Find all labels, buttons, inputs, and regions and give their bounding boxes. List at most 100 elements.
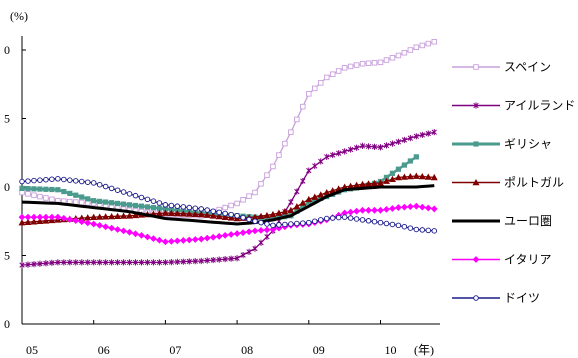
data-point xyxy=(401,223,408,230)
data-point xyxy=(31,186,37,192)
data-point xyxy=(317,80,324,86)
data-point xyxy=(329,187,337,194)
x-unit-label: (年) xyxy=(414,343,434,357)
data-point xyxy=(288,198,294,206)
data-point xyxy=(90,220,98,228)
series-4 xyxy=(21,184,435,226)
data-point xyxy=(174,258,180,265)
data-point xyxy=(312,85,318,92)
data-point xyxy=(305,195,313,203)
data-point xyxy=(359,180,367,188)
data-point xyxy=(264,233,270,240)
data-point xyxy=(192,205,199,211)
data-point xyxy=(49,186,55,193)
data-point xyxy=(222,204,228,211)
data-point xyxy=(353,144,360,151)
data-point xyxy=(257,212,265,220)
data-point xyxy=(209,233,217,241)
data-point xyxy=(300,103,306,110)
legend-marker xyxy=(472,179,480,186)
data-point xyxy=(407,47,414,53)
data-point xyxy=(144,233,151,241)
data-point xyxy=(418,172,426,180)
data-point xyxy=(383,205,390,213)
data-point xyxy=(382,177,390,184)
data-point xyxy=(120,212,128,219)
legend-marker xyxy=(473,102,479,109)
data-point xyxy=(61,188,67,195)
data-point xyxy=(258,239,264,246)
data-point xyxy=(418,203,426,211)
data-point xyxy=(162,259,169,266)
data-point xyxy=(25,191,31,197)
data-point xyxy=(25,178,31,184)
data-point xyxy=(341,148,348,155)
legend-item: ポルトガル xyxy=(452,176,564,190)
data-point xyxy=(252,189,258,196)
data-point xyxy=(240,197,246,203)
data-point xyxy=(324,153,330,160)
data-point xyxy=(43,176,49,183)
data-point xyxy=(168,202,175,209)
data-point xyxy=(197,235,205,243)
data-point xyxy=(204,207,210,213)
data-point xyxy=(323,215,330,222)
data-point xyxy=(19,261,25,269)
data-point xyxy=(353,216,360,222)
data-point xyxy=(155,209,163,217)
data-point xyxy=(240,251,246,259)
data-point xyxy=(179,210,187,217)
data-point xyxy=(78,214,86,221)
x-tick-label: 10 xyxy=(384,343,396,357)
data-point xyxy=(203,211,211,218)
data-point xyxy=(31,192,37,198)
data-point xyxy=(306,167,312,174)
data-point xyxy=(312,218,318,224)
data-point xyxy=(96,213,104,220)
data-point xyxy=(180,204,187,210)
data-point xyxy=(245,228,253,236)
data-point xyxy=(335,214,342,221)
data-point xyxy=(108,185,115,192)
y-tick-label: 0 xyxy=(4,180,10,194)
data-point xyxy=(173,209,181,217)
data-point xyxy=(43,260,49,267)
data-point xyxy=(120,227,127,235)
data-point xyxy=(359,60,366,67)
data-point xyxy=(431,129,437,136)
data-point xyxy=(79,194,85,200)
data-point xyxy=(227,214,235,221)
data-point xyxy=(66,216,74,223)
data-point xyxy=(353,62,360,68)
data-point xyxy=(330,151,336,159)
data-point xyxy=(102,223,110,231)
data-point xyxy=(371,206,378,214)
series-1 xyxy=(19,129,437,269)
data-point xyxy=(19,178,25,185)
data-point xyxy=(252,245,258,252)
data-point xyxy=(293,203,301,210)
data-point xyxy=(281,208,289,215)
data-point xyxy=(407,135,414,142)
data-point xyxy=(203,234,211,242)
data-point xyxy=(144,204,151,210)
data-point xyxy=(91,259,97,266)
data-point xyxy=(294,188,300,195)
data-point xyxy=(430,173,438,181)
data-point xyxy=(371,60,378,66)
data-point xyxy=(156,200,163,206)
data-point xyxy=(424,173,432,180)
data-point xyxy=(55,176,61,182)
data-point xyxy=(251,213,259,220)
data-point xyxy=(341,214,348,220)
data-point xyxy=(318,158,324,165)
data-point xyxy=(162,202,169,208)
data-point xyxy=(186,204,193,211)
data-point xyxy=(85,259,91,266)
legend-item: ギリシャ xyxy=(452,137,552,151)
data-point xyxy=(36,217,44,225)
data-point xyxy=(185,210,193,217)
data-point xyxy=(185,236,193,244)
data-point xyxy=(132,192,139,199)
